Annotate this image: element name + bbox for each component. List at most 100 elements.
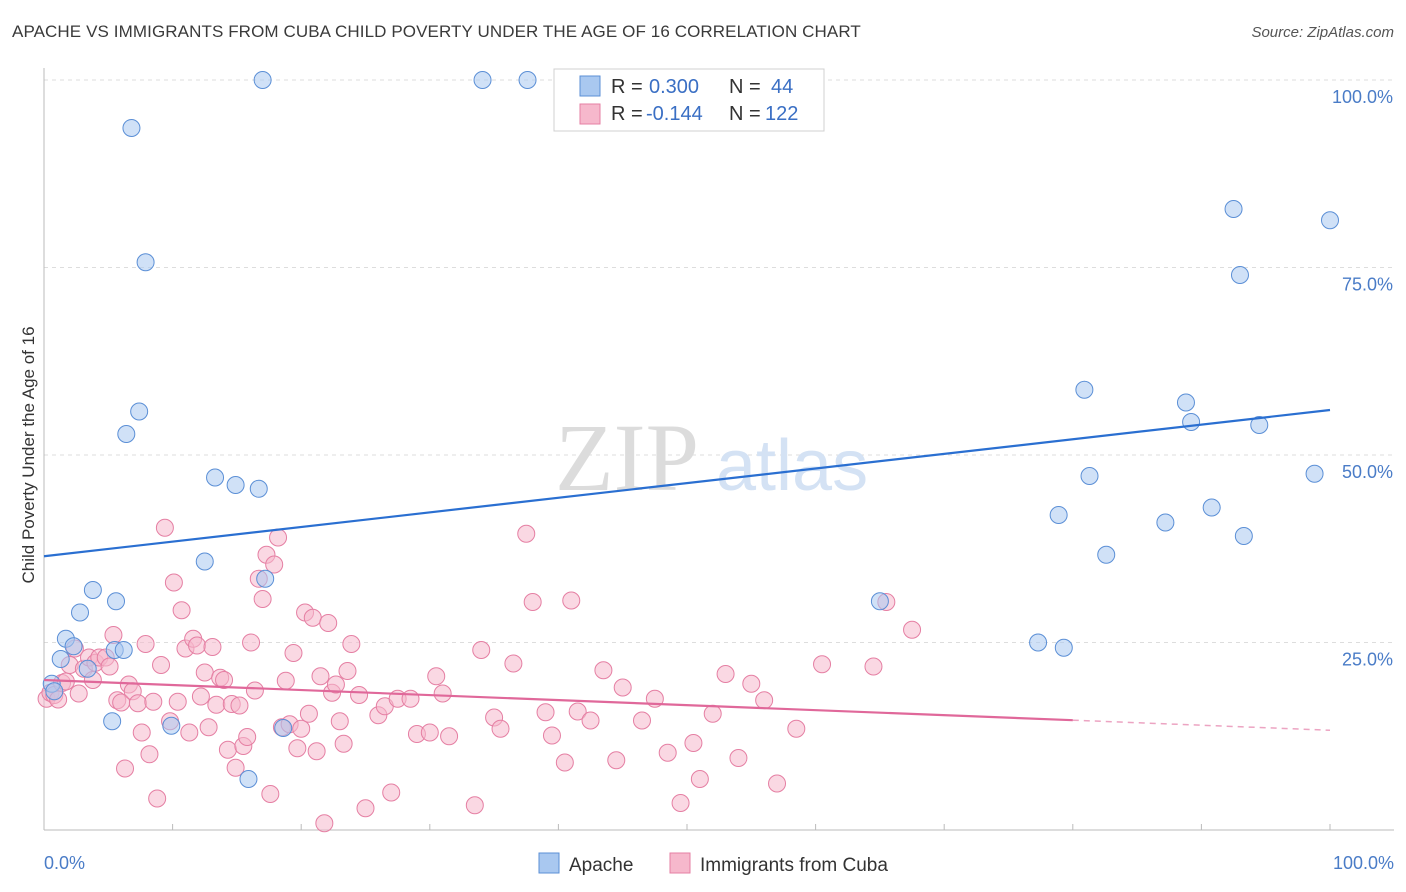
apache-point [1182,413,1201,431]
apache-point [107,592,126,611]
legend-n-label-apache: N = [729,76,761,98]
apache-point [1321,211,1339,230]
apache-point [195,552,214,571]
apache-point [64,637,83,656]
y-tick-label: 100.0% [1332,87,1393,107]
cuba-point [594,661,613,680]
apache-point [51,650,70,668]
cuba-point [491,719,510,738]
cuba-points [37,518,922,833]
legend-r-label-cuba: R = [611,103,643,125]
cuba-point [338,662,357,680]
legend-n-value-apache: 44 [771,76,793,98]
apache-point [122,119,141,137]
cuba-point [152,656,171,674]
cuba-point [465,796,484,815]
apache-point [1224,200,1243,218]
cuba-point [690,770,709,788]
cuba-point [242,633,261,652]
legend-n-label-cuba: N = [729,103,761,125]
cuba-point [238,728,257,746]
cuba-point [276,671,295,690]
cuba-point [433,684,452,703]
cuba-point [330,712,349,731]
cuba-point [504,654,523,673]
cuba-trend-line-extension [1072,719,1331,731]
apache-point [206,468,225,487]
series-legend-swatch-apache [538,852,560,874]
y-tick-label: 25.0% [1342,650,1393,670]
cuba-point [420,723,439,742]
cuba-point [555,753,574,772]
cuba-point [342,635,361,653]
legend-r-value-cuba: -0.144 [646,103,703,125]
cuba-point [307,742,326,761]
cuba-point [265,555,284,574]
apache-point [1250,416,1269,434]
legend-swatch-cuba [579,103,601,125]
cuba-point [755,691,774,710]
cuba-point [288,739,307,758]
cuba-point [188,636,207,655]
watermark: ZIP atlas [555,404,868,511]
cuba-point [315,814,334,833]
cuba-point [148,789,167,808]
x-axis-ticks [172,824,1331,830]
cuba-point [168,692,187,711]
apache-point [1097,545,1116,564]
cuba-point [100,657,119,676]
cuba-point [536,703,555,722]
cuba-point [472,641,491,659]
apache-point [117,425,136,443]
cuba-trend-line [43,678,1073,722]
x-tick-label-min: 0.0% [44,853,85,873]
series-legend-label-cuba: Immigrants from Cuba [700,855,888,876]
cuba-point [203,638,222,656]
cuba-point [523,593,542,611]
cuba-point [261,785,280,803]
cuba-point [671,794,690,812]
cuba-point [303,608,322,627]
cuba-point [632,711,651,730]
cuba-point [136,635,155,653]
cuba-point [517,524,536,543]
cuba-point [440,727,459,746]
apache-point [83,581,102,599]
source-label: Source: ZipAtlas.com [1251,24,1394,41]
apache-point [256,569,275,588]
apache-point [78,659,97,678]
legend-n-value-cuba: 122 [765,103,798,125]
cuba-point [684,734,703,752]
cuba-point [613,678,632,697]
cuba-point [140,745,159,764]
y-axis-tick-labels: 25.0% 50.0% 75.0% 100.0% [1332,87,1393,670]
apache-point [1176,393,1195,412]
apache-point [226,476,245,494]
y-tick-label: 75.0% [1342,275,1393,295]
cuba-point [132,723,151,742]
apache-point [249,479,268,498]
watermark-zip: ZIP [555,404,699,511]
cuba-point [245,681,264,700]
cuba-point [658,743,677,762]
series-legend: Apache Immigrants from Cuba [538,852,888,876]
apache-point [1054,638,1073,657]
cuba-point [253,590,272,608]
cuba-point [180,723,199,742]
x-tick-label-max: 100.0% [1333,853,1394,873]
apache-point [1029,633,1048,652]
cuba-point [581,711,600,730]
grid-lines [44,79,1394,643]
apache-point [103,712,122,731]
cuba-point [104,626,123,644]
chart-title: APACHE VS IMMIGRANTS FROM CUBA CHILD POV… [12,22,861,41]
cuba-point [292,719,311,738]
y-axis-label: Child Poverty Under the Age of 16 [19,326,38,583]
apache-point [1234,527,1253,545]
apache-point [1230,266,1249,284]
apache-point [1049,506,1068,524]
apache-point [1156,513,1175,532]
cuba-point [326,675,345,694]
apache-point [71,603,90,622]
